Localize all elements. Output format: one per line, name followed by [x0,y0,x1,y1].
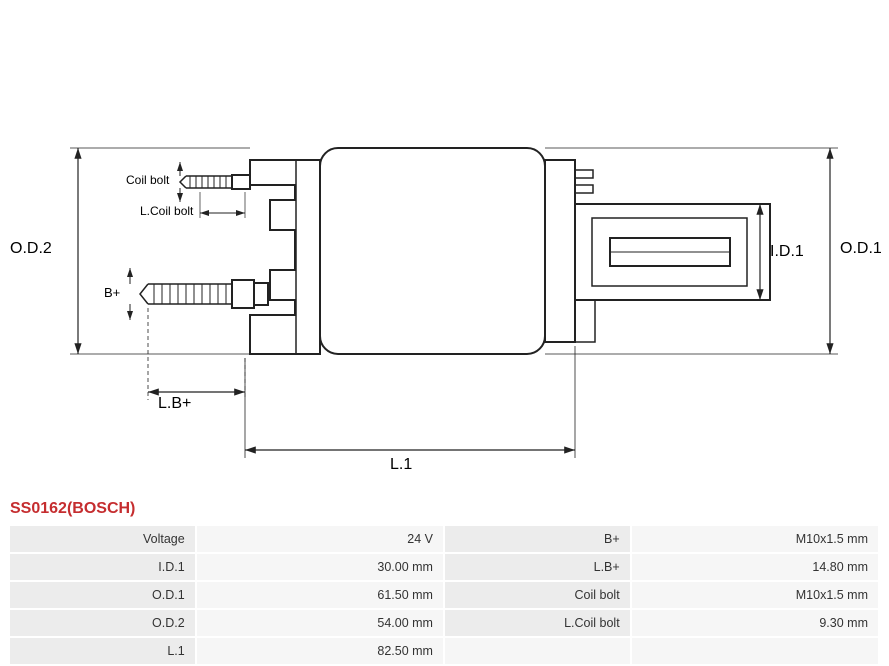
label-l1: L.1 [390,456,412,474]
table-row: Voltage24 VB+M10x1.5 mm [10,526,878,552]
spec-label: L.1 [10,638,195,664]
label-id1: I.D.1 [770,243,804,261]
spec-value: 61.50 mm [197,582,443,608]
label-od2: O.D.2 [10,240,52,258]
label-lbplus: L.B+ [158,395,191,413]
spec-value: 82.50 mm [197,638,443,664]
spec-label: I.D.1 [10,554,195,580]
solenoid-drawing [0,0,889,495]
spec-value: M10x1.5 mm [632,582,878,608]
right-top-bolts [575,170,593,193]
table-row: O.D.254.00 mmL.Coil bolt9.30 mm [10,610,878,636]
table-row: I.D.130.00 mmL.B+14.80 mm [10,554,878,580]
technical-diagram: O.D.2 O.D.1 I.D.1 L.1 L.B+ B+ Coil bolt … [0,0,889,495]
spec-label [445,638,630,664]
spec-label: O.D.2 [10,610,195,636]
part-title: SS0162(BOSCH) [10,500,135,518]
spec-label: O.D.1 [10,582,195,608]
spec-value: 30.00 mm [197,554,443,580]
spec-value: M10x1.5 mm [632,526,878,552]
spec-table: Voltage24 VB+M10x1.5 mmI.D.130.00 mmL.B+… [8,524,880,666]
spec-label: Coil bolt [445,582,630,608]
spec-label: Voltage [10,526,195,552]
label-coil-bolt: Coil bolt [126,173,169,187]
label-lcoil-bolt: L.Coil bolt [140,204,193,218]
spec-label: L.Coil bolt [445,610,630,636]
spec-value: 54.00 mm [197,610,443,636]
coil-bolt-shape [180,175,250,189]
label-bplus: B+ [104,285,120,300]
spec-value: 9.30 mm [632,610,878,636]
spec-label: L.B+ [445,554,630,580]
spec-value: 14.80 mm [632,554,878,580]
table-row: O.D.161.50 mmCoil boltM10x1.5 mm [10,582,878,608]
label-od1: O.D.1 [840,240,882,258]
spec-value [632,638,878,664]
spec-label: B+ [445,526,630,552]
spec-value: 24 V [197,526,443,552]
table-row: L.182.50 mm [10,638,878,664]
bplus-bolt-shape [140,280,268,308]
